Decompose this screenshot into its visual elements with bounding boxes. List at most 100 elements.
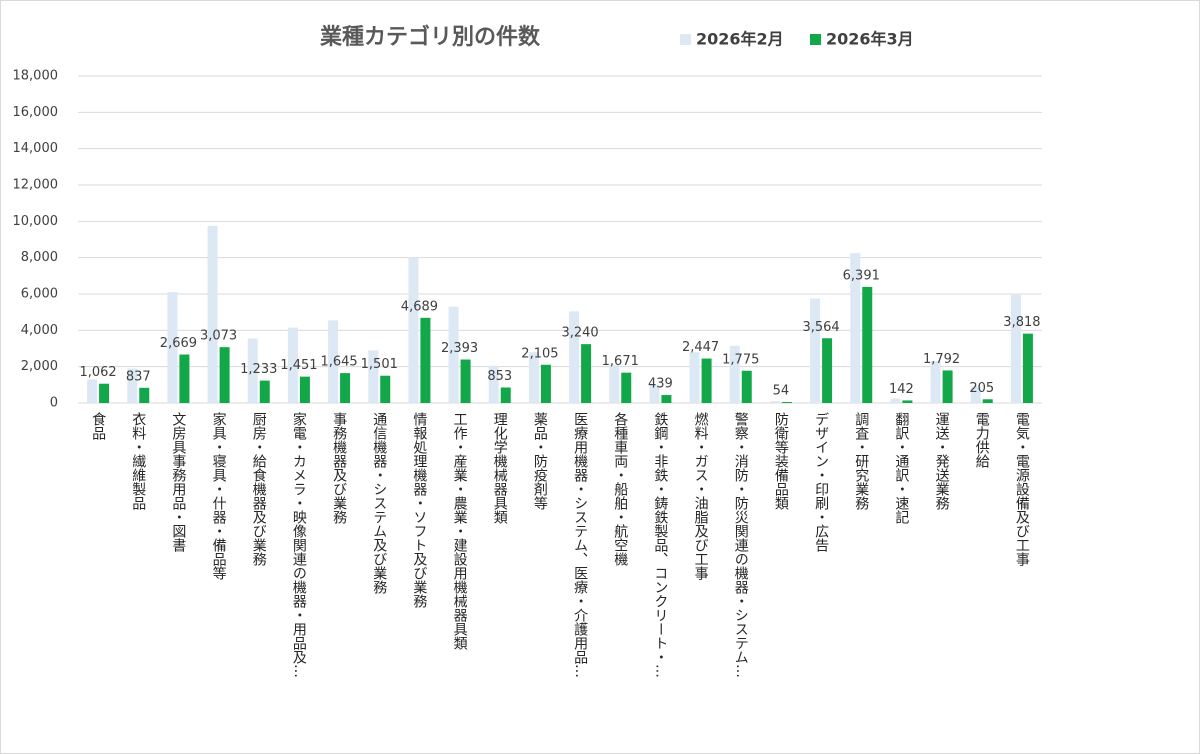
bar	[368, 350, 379, 403]
bar	[902, 400, 913, 403]
x-tick-label: 運送・発送業務	[934, 412, 950, 511]
legend-label: 2026年2月	[696, 30, 784, 49]
data-label: 3,073	[200, 329, 237, 344]
bar	[581, 344, 592, 403]
data-label: 3,564	[802, 320, 839, 335]
chart-title: 業種カテゴリ別の件数	[320, 24, 541, 50]
data-label: 1,645	[320, 355, 357, 370]
x-tick-label: 各種車両・船舶・航空機	[612, 412, 628, 567]
bar	[340, 373, 351, 403]
data-label: 1,501	[361, 357, 398, 372]
bar	[609, 364, 620, 403]
bar	[408, 257, 419, 403]
bar	[488, 365, 499, 403]
data-label: 1,233	[240, 362, 277, 377]
bar	[247, 338, 258, 403]
bar	[729, 345, 740, 403]
bar	[1010, 294, 1021, 403]
x-tick-label: デザイン・印刷・広告	[813, 412, 829, 552]
bar	[500, 387, 511, 403]
bar	[299, 376, 310, 403]
bar	[569, 311, 580, 403]
data-label: 142	[889, 382, 914, 397]
x-tick-label: 厨房・給食機器及び業務	[251, 412, 267, 567]
data-label: 2,669	[160, 336, 197, 351]
bar	[822, 338, 833, 403]
data-label: 3,240	[561, 326, 598, 341]
bar	[219, 347, 230, 403]
bar	[982, 399, 993, 403]
x-tick-label: 情報処理機器・ソフト及び業務	[411, 412, 427, 609]
legend-label: 2026年3月	[826, 30, 914, 49]
y-tick-label: 12,000	[13, 178, 59, 193]
bar	[781, 402, 792, 403]
bar	[540, 364, 551, 403]
bar	[689, 352, 700, 403]
y-tick-label: 16,000	[13, 105, 59, 120]
bar	[99, 383, 110, 403]
bar	[769, 401, 780, 403]
data-label: 1,775	[722, 352, 759, 367]
y-tick-label: 2,000	[21, 359, 58, 374]
bar	[328, 320, 339, 403]
bar	[87, 379, 98, 403]
x-tick-label: 燃料・ガス・油脂及び工事	[693, 411, 709, 580]
x-tick-label: 電気・電源設備及び工事	[1014, 412, 1030, 566]
bar	[621, 372, 632, 403]
x-tick-label: 工作・産業・農業・建設用機械器具類	[452, 412, 468, 650]
bar	[661, 395, 672, 403]
legend-swatch	[680, 34, 691, 45]
bar	[970, 386, 981, 403]
bar	[460, 359, 471, 403]
data-label: 2,447	[682, 340, 719, 355]
data-label: 54	[773, 384, 790, 399]
bar	[528, 352, 539, 403]
x-tick-label: 食品	[90, 411, 106, 440]
x-tick-label: 衣料・繊維製品	[130, 412, 146, 510]
bar	[287, 327, 298, 403]
bar	[701, 358, 712, 403]
y-tick-label: 10,000	[13, 214, 59, 229]
x-tick-label: 翻訳・通訳・速記	[893, 412, 909, 524]
bar	[127, 368, 138, 403]
bar	[1022, 333, 1033, 403]
y-tick-label: 4,000	[21, 323, 58, 338]
y-tick-label: 6,000	[21, 287, 58, 302]
bar	[420, 317, 431, 403]
data-label: 1,792	[923, 352, 960, 367]
data-label: 837	[126, 369, 151, 384]
x-tick-label: 事務機器及び業務	[331, 412, 347, 525]
x-tick-label: 警察・消防・防災関連の機器・システム…	[733, 412, 749, 678]
legend-swatch	[810, 34, 821, 45]
bar	[649, 384, 660, 403]
data-label: 1,671	[602, 354, 639, 369]
bar	[259, 380, 270, 403]
data-label: 2,393	[441, 341, 478, 356]
bar	[207, 225, 218, 403]
bar	[139, 387, 150, 403]
x-tick-label: 薬品・防疫剤等	[532, 412, 548, 510]
x-tick-label: 通信機器・システム及び業務	[371, 412, 387, 595]
data-label: 6,391	[843, 268, 880, 283]
x-tick-label: 鉄鋼・非鉄・鋳鉄製品、コンクリート・…	[652, 412, 668, 678]
data-label: 439	[648, 377, 673, 392]
bar	[448, 306, 459, 403]
y-tick-label: 18,000	[13, 69, 59, 84]
x-tick-label: 電力供給	[974, 412, 990, 468]
x-tick-label: 理化学機械器具類	[492, 412, 508, 524]
data-label: 1,062	[79, 365, 116, 380]
data-label: 3,818	[1003, 315, 1040, 330]
bar	[741, 370, 752, 403]
bar	[167, 292, 178, 403]
data-label: 205	[969, 381, 994, 396]
x-tick-label: 家電・カメラ・映像関連の機器・用品及…	[291, 411, 307, 678]
bar	[862, 286, 873, 403]
data-label: 2,105	[521, 346, 558, 361]
y-tick-label: 14,000	[13, 141, 59, 156]
bar	[890, 398, 901, 403]
bar	[380, 375, 391, 403]
bar	[942, 370, 953, 403]
bar	[930, 361, 941, 403]
x-tick-label: 防衛等装備品類	[773, 412, 789, 510]
